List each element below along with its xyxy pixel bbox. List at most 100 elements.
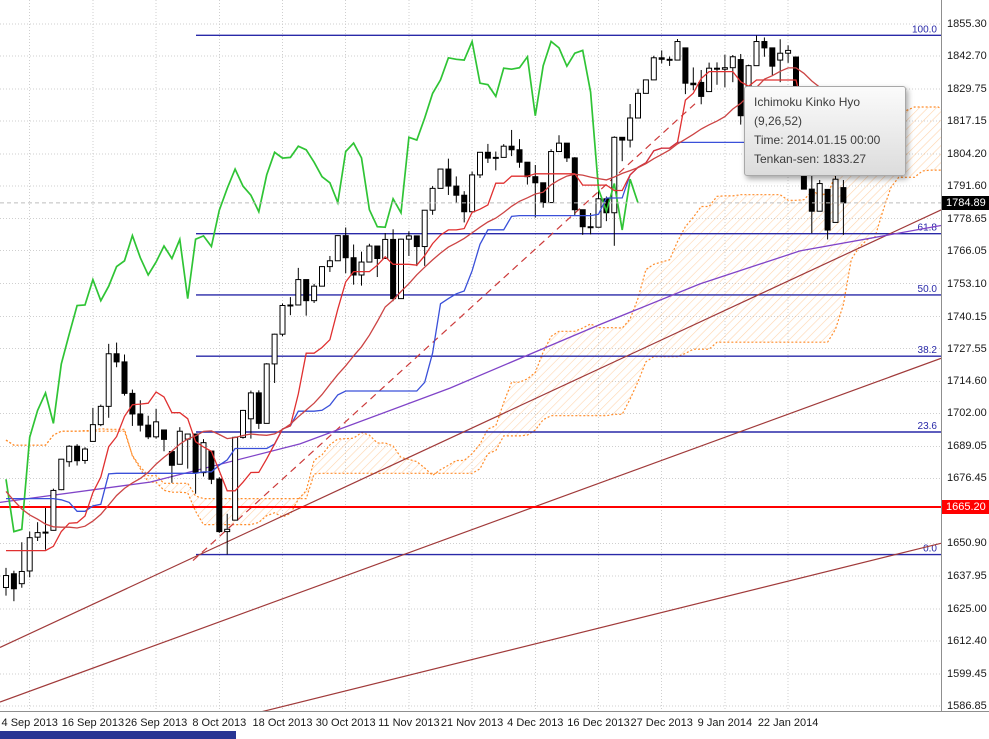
candle-body [714,67,720,70]
candle-body [121,361,128,394]
tenkan-sen-line [6,70,844,552]
candle-body [508,145,515,151]
time-tick-label: 30 Oct 2013 [315,717,376,729]
candle-body [58,458,65,491]
fib-level-label: 23.6 [918,421,938,432]
price-tick-label: 1599.45 [947,667,987,680]
candle-body [74,445,81,462]
purple-ma-line [0,224,941,504]
trendline[interactable] [150,542,941,711]
candle-body [82,448,88,461]
price-tick-label: 1676.45 [947,472,987,485]
candle-body [729,56,736,69]
candle-body [129,392,136,415]
candle-body [271,333,278,365]
candle-body [319,266,325,287]
candle-body [421,209,428,248]
candle-body [263,363,270,424]
price-tick-label: 1829.75 [947,82,987,95]
price-tick-label: 1727.55 [947,342,987,355]
price-chart-plot[interactable]: 100.061.850.038.223.60.0 [0,0,941,711]
candle-body [374,245,381,259]
chikou-span-line [5,38,639,533]
price-tick-label: 1817.15 [947,114,987,127]
candle-body [89,424,96,442]
price-tick-label: 1791.60 [947,179,987,192]
candle-body [477,151,483,176]
current-price-tag: 1784.89 [942,195,989,210]
candle-body [461,194,468,213]
price-tick-label: 1637.95 [947,570,987,583]
candle-body [334,235,341,262]
price-axis[interactable]: 1784.89 1665.20 1855.30 1842.70 1829.75 181… [941,0,989,712]
trendline[interactable] [0,357,941,703]
candle-body [492,156,499,159]
candle-body [255,392,262,424]
candle-body [287,304,294,307]
candle-body [105,353,112,407]
candle-body [26,537,33,572]
candles-layer [3,35,847,602]
plot-area: 100.061.850.038.223.60.0 [0,0,941,711]
tooltip-indicator-name: Ichimoku Kinko Hyo [754,95,861,109]
candle-body [516,149,523,163]
time-tick-label: 9 Jan 2014 [697,717,753,729]
tooltip-tenkan-value: Tenkan-sen: 1833.27 [754,152,867,166]
candle-body [453,185,460,196]
candle-body [145,424,152,438]
candle-body [405,235,412,240]
candle-body [34,532,41,538]
candle-body [200,442,207,474]
candle-body [168,451,175,466]
candle-body [824,188,831,231]
time-tick-label: 4 Sep 2013 [1,717,58,729]
price-tick-label: 1650.90 [947,537,987,550]
bottom-taskbar-fragment [0,731,236,739]
trendline[interactable] [0,209,941,648]
candle-body [113,353,120,363]
time-tick-label: 27 Dec 2013 [630,717,693,729]
kijun-sen-line [6,133,844,512]
candle-body [484,151,491,159]
candle-body [556,142,562,153]
candle-body [366,245,373,263]
time-tick-label: 11 Nov 2013 [378,717,440,729]
price-tick-label: 1740.15 [947,310,987,323]
price-tick-label: 1778.65 [947,212,987,225]
time-tick-label: 16 Sep 2013 [61,717,125,729]
candle-body [413,235,420,248]
indicator-tooltip: Ichimoku Kinko Hyo (9,26,52) Time: 2014.… [744,86,906,176]
candle-body [698,81,705,97]
candle-body [674,41,681,61]
candle-body [382,238,389,259]
candle-body [303,279,310,302]
price-tick-label: 1766.05 [947,244,987,257]
candle-body [398,238,404,300]
candle-body [216,478,223,533]
candle-body [785,49,792,54]
senkou-span-a-line [5,106,941,526]
fib-level-label: 0.0 [923,544,937,555]
time-axis[interactable]: 4 Sep 2013 16 Sep 2013 26 Sep 2013 8 Oct 20… [0,711,989,739]
candle-body [571,157,578,211]
time-tick-label: 18 Oct 2013 [252,717,313,729]
price-tick-label: 1753.10 [947,277,987,290]
price-tick-label: 1612.40 [947,635,987,648]
candle-body [548,151,555,204]
candle-body [429,187,436,211]
time-tick-label: 4 Dec 2013 [507,717,564,729]
candle-body [769,47,776,67]
time-tick-label: 22 Jan 2014 [757,717,819,729]
candle-body [706,67,713,93]
candle-body [650,57,657,81]
price-tick-label: 1842.70 [947,50,987,62]
candle-body [437,168,444,189]
candle-body [97,405,104,426]
kumo-cloud [6,107,941,525]
price-tick-label: 1689.05 [947,440,987,453]
candle-body [137,413,144,426]
time-tick-label: 8 Oct 2013 [192,717,247,729]
candle-body [737,59,744,117]
price-tick-label: 1804.20 [947,147,987,160]
